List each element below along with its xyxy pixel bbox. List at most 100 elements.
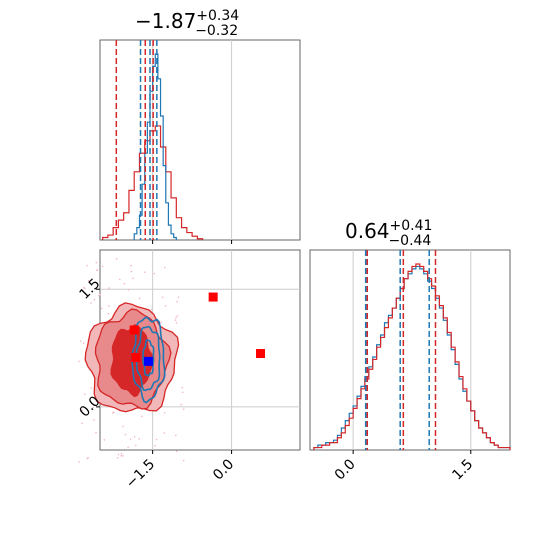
marginal-panel-param1: −1.87+0.34 −0.32 (99, 8, 301, 244)
sample-dot (175, 317, 177, 319)
title-plus: +0.41 (390, 218, 433, 234)
sample-dot (117, 453, 120, 456)
sample-dot (181, 386, 184, 389)
sample-dot (130, 270, 133, 273)
sample-dot (82, 342, 85, 344)
sample-dot (123, 282, 126, 285)
y-tick-label: 1.5 (76, 276, 103, 303)
sample-dot (181, 391, 184, 394)
sample-dot (133, 435, 136, 438)
sample-dot (130, 264, 132, 267)
sample-dot (144, 271, 146, 273)
sample-dot (94, 403, 96, 406)
sample-dot (155, 438, 158, 441)
sample-dot (154, 444, 156, 447)
marker-point-blue (143, 356, 153, 366)
sample-dot (177, 296, 180, 299)
sample-dot (153, 272, 156, 275)
sample-dot (175, 322, 178, 324)
marker-point-red (129, 325, 139, 335)
sample-dot (81, 409, 84, 412)
sample-dot (118, 278, 121, 281)
sample-dot (138, 297, 141, 300)
title-minus: −0.32 (195, 23, 238, 39)
x-tick-label: −1.5 (123, 456, 158, 491)
sample-dot (88, 279, 90, 282)
sample-dot (182, 459, 185, 462)
sample-dot (83, 286, 85, 289)
sample-dot (84, 393, 86, 396)
sample-dot (120, 455, 123, 457)
sample-dot (112, 411, 115, 414)
sample-dot (78, 360, 80, 363)
sample-dot (101, 265, 104, 268)
sample-dot (175, 450, 178, 453)
title-plus: +0.34 (196, 8, 239, 24)
sample-dot (151, 308, 153, 311)
x-tick-label: 0.0 (210, 456, 237, 483)
sample-dot (103, 439, 106, 441)
sample-dot (86, 457, 89, 460)
marker-point-red (208, 292, 218, 302)
marginal-panel-param2: 0.0 1.5 0.64+0.41 −0.44 (309, 218, 511, 483)
sample-dot (90, 302, 92, 304)
sample-dot (134, 444, 137, 447)
contour-blue (142, 338, 155, 377)
sample-dot (95, 261, 98, 264)
sample-dot (116, 457, 119, 459)
title-value: −1.87 (135, 9, 196, 33)
sample-dot (98, 294, 100, 297)
sample-dot (90, 387, 92, 389)
sample-dot (174, 319, 177, 321)
sample-dot (132, 277, 134, 280)
sample-dot (176, 300, 178, 303)
panel-title-param1: −1.87+0.34 −0.32 (135, 8, 239, 39)
sample-dot (180, 403, 183, 406)
sample-dot (92, 406, 95, 409)
sample-dot (160, 321, 162, 324)
sample-dot (99, 293, 101, 296)
sample-dot (163, 432, 166, 434)
sample-dot (86, 264, 88, 267)
panel-title-param2: 0.64+0.41 −0.44 (345, 218, 432, 249)
sample-dot (115, 257, 118, 260)
sample-dot (108, 287, 110, 289)
sample-dot (95, 431, 97, 434)
sample-dot (161, 296, 164, 299)
sample-dot (93, 419, 95, 421)
sample-dot (81, 422, 83, 425)
sample-dot (79, 340, 82, 342)
sample-dot (138, 438, 141, 440)
plot-frame (99, 39, 301, 241)
histogram-param2-series-1 (313, 263, 511, 450)
plot-frame (309, 249, 511, 451)
marker-point-red (256, 349, 266, 359)
sample-dot (107, 312, 109, 315)
joint-panel: −1.5 0.0 0.01.5 (76, 249, 301, 492)
sample-dot (127, 446, 129, 449)
sample-dot (175, 434, 177, 437)
sample-dot (163, 412, 166, 414)
histogram-param2-series-0 (313, 265, 511, 450)
sample-dot (96, 269, 98, 271)
marker-point-red (131, 352, 141, 362)
sample-dot (100, 307, 103, 310)
title-value: 0.64 (345, 219, 390, 243)
sample-dot (78, 460, 80, 463)
sample-dot (107, 305, 110, 307)
sample-dot (129, 438, 132, 440)
x2-tick-label: 0.0 (332, 456, 359, 483)
sample-dot (176, 315, 179, 317)
sample-dot (122, 425, 124, 428)
sample-dot (164, 266, 166, 269)
x2-tick-label: 1.5 (449, 456, 476, 483)
sample-dot (93, 298, 96, 301)
sample-dot (127, 289, 130, 291)
sample-dot (140, 415, 143, 418)
title-minus: −0.44 (388, 233, 431, 249)
sample-dot (164, 305, 167, 307)
sample-dot (124, 433, 127, 436)
sample-dot (122, 455, 124, 457)
sample-dot (182, 408, 185, 410)
